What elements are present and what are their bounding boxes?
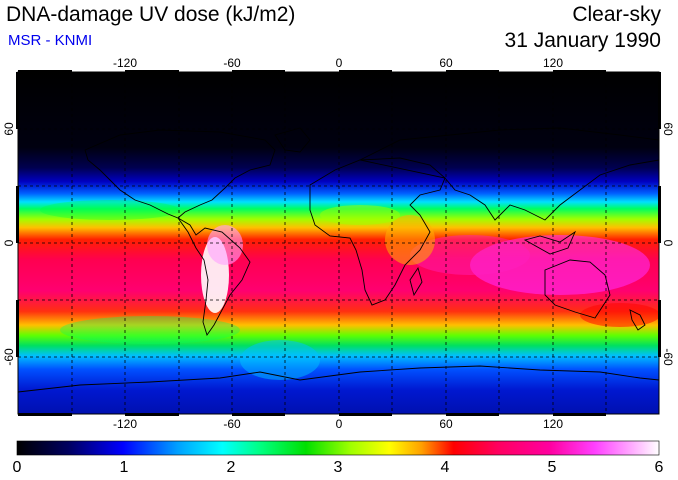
colorbar-label: 5 [547,459,557,476]
colorbar-label: 1 [119,459,129,476]
colorbar-label: 4 [440,459,450,476]
colorbar [16,440,660,456]
lon-label-bottom: 60 [439,417,453,431]
frame-ticks [16,70,661,416]
lon-label-bottom: -60 [223,417,241,431]
colorbar-label: 3 [333,459,343,476]
lon-label-bottom: -120 [113,417,137,431]
colorbar-label: 2 [226,459,236,476]
lon-label-top: 120 [543,56,563,70]
lon-label-bottom: 0 [336,417,343,431]
sky-condition: Clear-sky [572,3,661,26]
lon-label-top: -60 [223,56,241,70]
lon-label-top: -120 [113,56,137,70]
lat-label-left: -60 [2,348,16,366]
graticule [18,72,659,414]
lon-label-bottom: 120 [543,417,563,431]
map-title: DNA-damage UV dose (kJ/m2) [6,3,296,26]
lon-label-top: 0 [336,56,343,70]
colorbar-label: 6 [654,459,664,476]
lat-label-right: 60 [661,122,675,136]
lat-label-left: 0 [2,239,16,246]
lat-label-left: 60 [2,122,16,136]
lat-label-right: 0 [661,240,675,247]
map-date: 31 January 1990 [504,29,661,52]
source-label: MSR - KNMI [8,32,93,49]
field-variations [40,200,659,380]
lon-label-top: 60 [439,56,453,70]
colorbar-label: 0 [12,459,22,476]
coastlines [18,127,659,393]
lat-label-right: -60 [661,348,675,366]
